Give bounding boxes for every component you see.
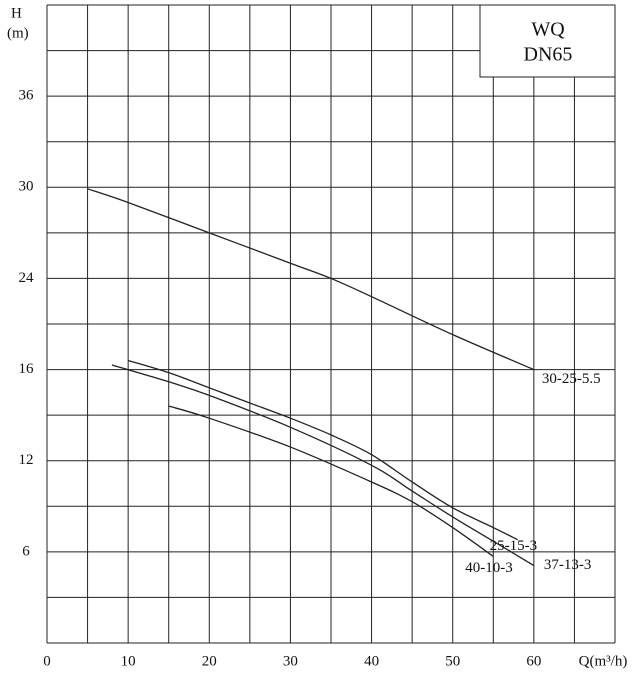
x-axis-label: Q(m³/h) xyxy=(579,653,628,669)
series-label: 40-10-3 xyxy=(465,560,513,576)
y-tick-label: 36 xyxy=(19,88,35,104)
x-tick-label: 50 xyxy=(445,653,460,669)
chart-title: WQ xyxy=(531,19,565,41)
x-tick-label: 30 xyxy=(283,653,298,669)
series-label: 37-13-3 xyxy=(544,557,592,573)
x-tick-label: 40 xyxy=(364,653,379,669)
curve xyxy=(87,188,535,371)
y-tick-label: 12 xyxy=(19,452,34,468)
x-tick-label: 20 xyxy=(202,653,217,669)
curve xyxy=(168,405,494,557)
y-tick-label: 6 xyxy=(22,543,30,559)
curve xyxy=(127,359,518,541)
curve xyxy=(111,364,535,567)
y-axis-unit: (m) xyxy=(7,25,29,41)
legend-box xyxy=(479,4,616,78)
y-tick-label: 24 xyxy=(19,270,35,286)
y-tick-label: 16 xyxy=(19,361,35,377)
x-tick-label: 0 xyxy=(43,653,51,669)
x-tick-label: 60 xyxy=(526,653,541,669)
series-label: 25-15-3 xyxy=(490,538,537,554)
x-tick-label: 10 xyxy=(121,653,136,669)
series-label: 30-25-5.5 xyxy=(542,371,601,387)
chart-subtitle: DN65 xyxy=(524,44,573,66)
y-tick-label: 30 xyxy=(19,179,34,195)
y-axis-label: H xyxy=(11,5,22,21)
